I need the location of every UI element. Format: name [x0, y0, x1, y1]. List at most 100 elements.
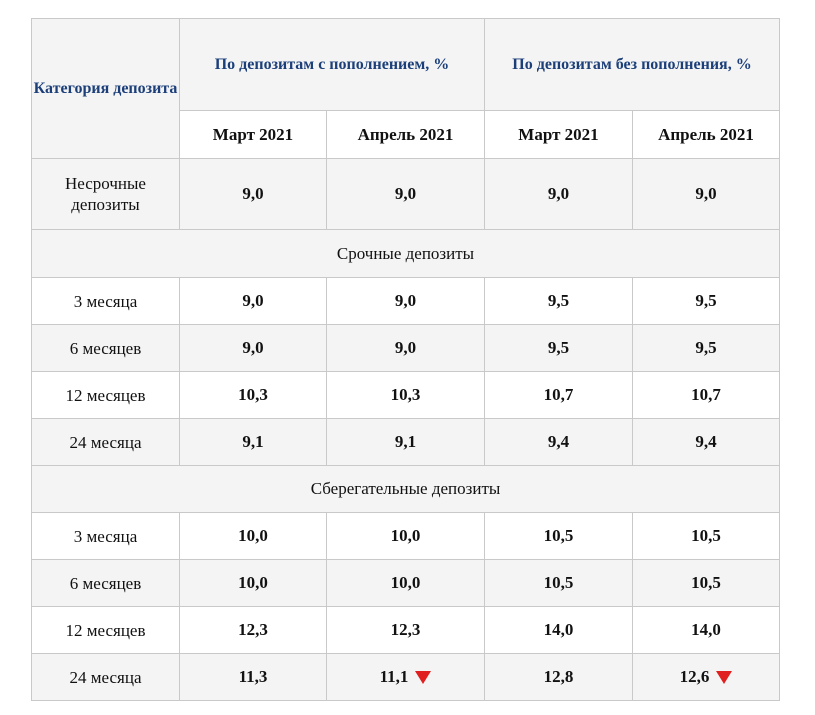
rate-value: 9,0: [394, 338, 417, 357]
table-row: 6 месяцев 10,0 10,0 10,5 10,5: [31, 559, 780, 607]
table-row: 3 месяца 10,0 10,0 10,5 10,5: [31, 512, 780, 560]
rate-value: 9,4: [547, 432, 570, 451]
section-row: Сберегательные депозиты: [31, 465, 780, 513]
rate-cell: 9,4: [484, 418, 633, 466]
rate-cell: 9,1: [179, 418, 327, 466]
rate-cell: 9,0: [179, 158, 327, 230]
rate-cell: 10,0: [326, 559, 485, 607]
down-triangle-icon: [415, 670, 432, 684]
table-row: 12 месяцев 12,3 12,3 14,0 14,0: [31, 606, 780, 654]
month-header: Апрель 2021: [326, 110, 485, 159]
rate-cell: 14,0: [484, 606, 633, 654]
rate-cell: 10,7: [632, 371, 780, 419]
rate-cell: 10,5: [484, 512, 633, 560]
rate-value: 12,6: [679, 667, 710, 686]
rate-value: 9,0: [242, 291, 264, 310]
rate-value: 9,5: [547, 338, 570, 357]
rate-cell: 9,0: [632, 158, 780, 230]
rate-cell: 12,3: [179, 606, 327, 654]
rate-value: 9,0: [242, 338, 264, 357]
rate-cell: 11,3: [179, 653, 327, 701]
row-label: 6 месяцев: [31, 559, 180, 607]
month-header: Март 2021: [179, 110, 327, 159]
rate-value: 9,5: [695, 338, 717, 357]
rate-value: 14,0: [691, 620, 721, 639]
rate-value: 10,5: [543, 573, 574, 592]
rate-value: 9,1: [242, 432, 264, 451]
rate-cell: 9,5: [484, 324, 633, 372]
rate-value: 10,5: [691, 573, 721, 592]
rate-cell: 9,1: [326, 418, 485, 466]
rate-cell: 9,5: [632, 277, 780, 325]
row-label: 24 месяца: [31, 418, 180, 466]
table-row: 3 месяца 9,0 9,0 9,5 9,5: [31, 277, 780, 325]
rate-value: 10,0: [390, 526, 421, 545]
rate-cell: 10,5: [632, 559, 780, 607]
rate-value: 12,3: [238, 620, 268, 639]
rate-cell: 9,0: [326, 158, 485, 230]
rate-value: 10,0: [238, 526, 268, 545]
section-row: Срочные депозиты: [31, 229, 780, 278]
rate-value: 9,0: [547, 184, 570, 203]
rate-value: 10,7: [691, 385, 721, 404]
rate-value: 10,0: [238, 573, 268, 592]
rate-cell: 9,0: [326, 324, 485, 372]
rate-value: 10,3: [390, 385, 421, 404]
table-row: 24 месяца 11,3 11,1 12,8 12,6: [31, 653, 780, 701]
rate-cell: 9,5: [632, 324, 780, 372]
rate-value: 9,0: [242, 184, 264, 203]
rate-cell: 10,0: [179, 559, 327, 607]
rate-value: 10,5: [543, 526, 574, 545]
rate-cell: 9,0: [326, 277, 485, 325]
rate-cell: 10,0: [326, 512, 485, 560]
rate-value: 9,4: [695, 432, 717, 451]
rate-value: 9,0: [394, 184, 417, 203]
rate-value: 10,0: [390, 573, 421, 592]
rate-cell: 9,0: [484, 158, 633, 230]
rate-cell: 10,0: [179, 512, 327, 560]
month-header: Апрель 2021: [632, 110, 780, 159]
rate-value: 9,5: [547, 291, 570, 310]
rate-value: 9,5: [695, 291, 717, 310]
rate-value: 10,5: [691, 526, 721, 545]
rate-cell: 9,4: [632, 418, 780, 466]
table-row: 6 месяцев 9,0 9,0 9,5 9,5: [31, 324, 780, 372]
category-header: Категория депозита: [31, 18, 180, 159]
group-header-with-topup: По депозитам с пополнением, %: [179, 18, 485, 111]
rate-value: 12,3: [390, 620, 421, 639]
deposit-rates-table: Категория депозита По депозитам с пополн…: [31, 18, 780, 701]
row-label: 6 месяцев: [31, 324, 180, 372]
rate-cell: 9,0: [179, 277, 327, 325]
rate-cell: 14,0: [632, 606, 780, 654]
row-label: 3 месяца: [31, 512, 180, 560]
rate-value: 9,0: [394, 291, 417, 310]
rate-value: 14,0: [543, 620, 574, 639]
row-label: 24 месяца: [31, 653, 180, 701]
down-triangle-icon: [716, 670, 733, 684]
section-label: Сберегательные депозиты: [31, 465, 780, 513]
row-label: Несрочные депозиты: [31, 158, 180, 230]
rate-value: 12,8: [543, 667, 574, 686]
rate-value: 11,1: [379, 667, 409, 686]
rate-cell: 10,5: [632, 512, 780, 560]
row-label: 12 месяцев: [31, 371, 180, 419]
rate-value: 9,1: [394, 432, 417, 451]
rate-cell: 10,7: [484, 371, 633, 419]
rate-cell: 9,0: [179, 324, 327, 372]
rate-value: 10,7: [543, 385, 574, 404]
row-label: 12 месяцев: [31, 606, 180, 654]
month-header: Март 2021: [484, 110, 633, 159]
rate-value: 10,3: [238, 385, 268, 404]
table-row: Несрочные депозиты 9,0 9,0 9,0 9,0: [31, 158, 780, 230]
row-label: 3 месяца: [31, 277, 180, 325]
rate-cell: 12,8: [484, 653, 633, 701]
section-label: Срочные депозиты: [31, 229, 780, 278]
rate-cell: 10,3: [326, 371, 485, 419]
table-row: 12 месяцев 10,3 10,3 10,7 10,7: [31, 371, 780, 419]
group-header-without-topup: По депозитам без пополнения, %: [484, 18, 780, 111]
rate-value: 9,0: [695, 184, 717, 203]
rate-cell: 9,5: [484, 277, 633, 325]
rate-cell: 12,6: [632, 653, 780, 701]
table-row: 24 месяца 9,1 9,1 9,4 9,4: [31, 418, 780, 466]
rate-cell: 10,5: [484, 559, 633, 607]
